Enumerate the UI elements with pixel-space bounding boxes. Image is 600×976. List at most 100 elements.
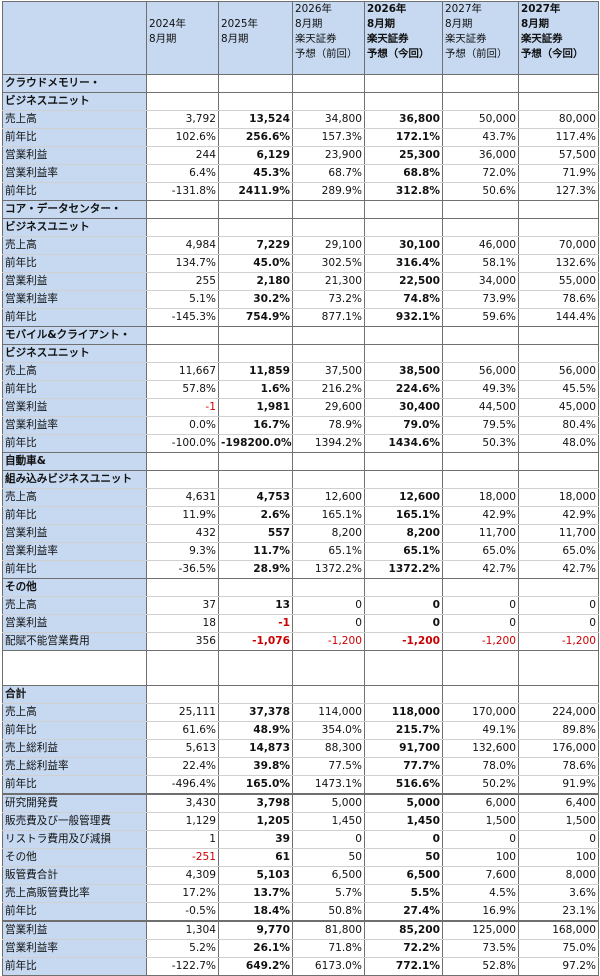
value-cell: 6,129 [218, 146, 293, 165]
value-cell: 42.9% [518, 506, 599, 525]
empty-cell [518, 685, 599, 704]
value-cell: 1.6% [218, 380, 293, 399]
table-row: 売上総利益 5,613 14,873 88,300 91,700 132,600 176,0… [2, 739, 599, 758]
value-cell: 302.5% [292, 254, 365, 273]
value-cell: 38,500 [364, 362, 443, 381]
value-cell: -1,200 [364, 632, 443, 651]
value-cell: 13,524 [218, 110, 293, 129]
value-cell: 1,304 [146, 920, 219, 940]
value-cell: 316.4% [364, 254, 443, 273]
value-cell: 3,792 [146, 110, 219, 129]
table-row: 営業利益 255 2,180 21,300 22,500 34,000 55,000 [2, 272, 599, 291]
value-cell: 73.2% [292, 290, 365, 309]
value-cell: 3,430 [146, 793, 219, 813]
value-cell: 1,450 [364, 812, 443, 831]
value-cell: 57.8% [146, 380, 219, 399]
value-cell: 80,000 [518, 110, 599, 129]
value-cell: 57,500 [518, 146, 599, 165]
value-cell: 78.6% [518, 757, 599, 776]
value-cell: 22,500 [364, 272, 443, 291]
empty-cell [442, 74, 519, 93]
row-label: 営業利益 [2, 146, 147, 165]
section-title-row: ビジネスユニット [2, 92, 599, 111]
value-cell: 356 [146, 632, 219, 651]
empty-cell [146, 578, 219, 597]
value-cell: -1,200 [518, 632, 599, 651]
section-title: 自動車& [2, 452, 147, 471]
value-cell: 28.9% [218, 560, 293, 579]
row-label: 売上高 [2, 110, 147, 129]
value-cell: 71.9% [518, 164, 599, 183]
empty-cell [146, 200, 219, 219]
value-cell: 80.4% [518, 416, 599, 435]
value-cell: 97.2% [518, 957, 599, 976]
section-title: 組み込みビジネスユニット [2, 470, 147, 489]
row-label: 売上総利益 [2, 739, 147, 758]
empty-cell [218, 452, 293, 471]
header-line [149, 3, 216, 18]
header-line: 予想（今回） [521, 48, 584, 60]
row-label: 前年比 [2, 308, 147, 327]
value-cell: 932.1% [364, 308, 443, 327]
value-cell: 79.0% [364, 416, 443, 435]
header-line: 2026年 [295, 3, 332, 15]
table-row: 配賦不能営業費用 356 -1,076 -1,200 -1,200 -1,200 -1,20… [2, 632, 599, 651]
spacer-row [2, 650, 599, 686]
value-cell: 50,000 [442, 110, 519, 129]
empty-cell [218, 578, 293, 597]
value-cell: 5.5% [364, 884, 443, 903]
value-cell: 48.0% [518, 434, 599, 453]
value-cell: 30,400 [364, 398, 443, 417]
value-cell: 117.4% [518, 128, 599, 147]
value-cell: 12,600 [292, 488, 365, 507]
value-cell: 68.8% [364, 164, 443, 183]
row-label: 前年比 [2, 560, 147, 579]
empty-cell [364, 92, 443, 111]
empty-cell [518, 470, 599, 489]
value-cell: 61.6% [146, 721, 219, 740]
value-cell: 65.0% [518, 542, 599, 561]
empty-cell [518, 578, 599, 597]
value-cell: 5.7% [292, 884, 365, 903]
table-row: リストラ費用及び減損 1 39 0 0 0 0 [2, 830, 599, 849]
value-cell: 18.4% [218, 902, 293, 922]
table-row: 前年比 102.6% 256.6% 157.3% 172.1% 43.7% 117.4% [2, 128, 599, 147]
value-cell: 11,700 [442, 524, 519, 543]
value-cell: 37,500 [292, 362, 365, 381]
empty-cell [518, 344, 599, 363]
value-cell: 50.6% [442, 182, 519, 201]
row-label: 販売費及び一般管理費 [2, 812, 147, 831]
value-cell: 165.1% [364, 506, 443, 525]
value-cell: 8,200 [364, 524, 443, 543]
row-label: 売上高 [2, 596, 147, 615]
row-label: 売上高販管費比率 [2, 884, 147, 903]
value-cell: 45.3% [218, 164, 293, 183]
value-cell: 754.9% [218, 308, 293, 327]
header-line: 楽天証券 [295, 33, 337, 45]
row-label: 前年比 [2, 775, 147, 795]
value-cell: 85,200 [364, 920, 443, 940]
value-cell: 6,000 [442, 793, 519, 813]
value-cell: 1473.1% [292, 775, 365, 795]
empty-cell [364, 74, 443, 93]
value-cell: 244 [146, 146, 219, 165]
value-cell: 312.8% [364, 182, 443, 201]
value-cell: 0 [442, 596, 519, 615]
value-cell: -145.3% [146, 308, 219, 327]
value-cell: -0.5% [146, 902, 219, 922]
table-row: 前年比 11.9% 2.6% 165.1% 165.1% 42.9% 42.9% [2, 506, 599, 525]
value-cell: 165.0% [218, 775, 293, 795]
row-label: 配賦不能営業費用 [2, 632, 147, 651]
header-col-1: 2024年 8月期 [146, 1, 219, 75]
header-line: 8月期 [295, 18, 323, 30]
header-line: 楽天証券 [367, 33, 409, 45]
value-cell: 59.6% [442, 308, 519, 327]
value-cell: 354.0% [292, 721, 365, 740]
empty-cell [292, 326, 365, 345]
row-label: 前年比 [2, 128, 147, 147]
value-cell: 30,100 [364, 236, 443, 255]
value-cell: 0 [364, 614, 443, 633]
value-cell: 125,000 [442, 920, 519, 940]
value-cell: 4,753 [218, 488, 293, 507]
value-cell: 42.7% [518, 560, 599, 579]
